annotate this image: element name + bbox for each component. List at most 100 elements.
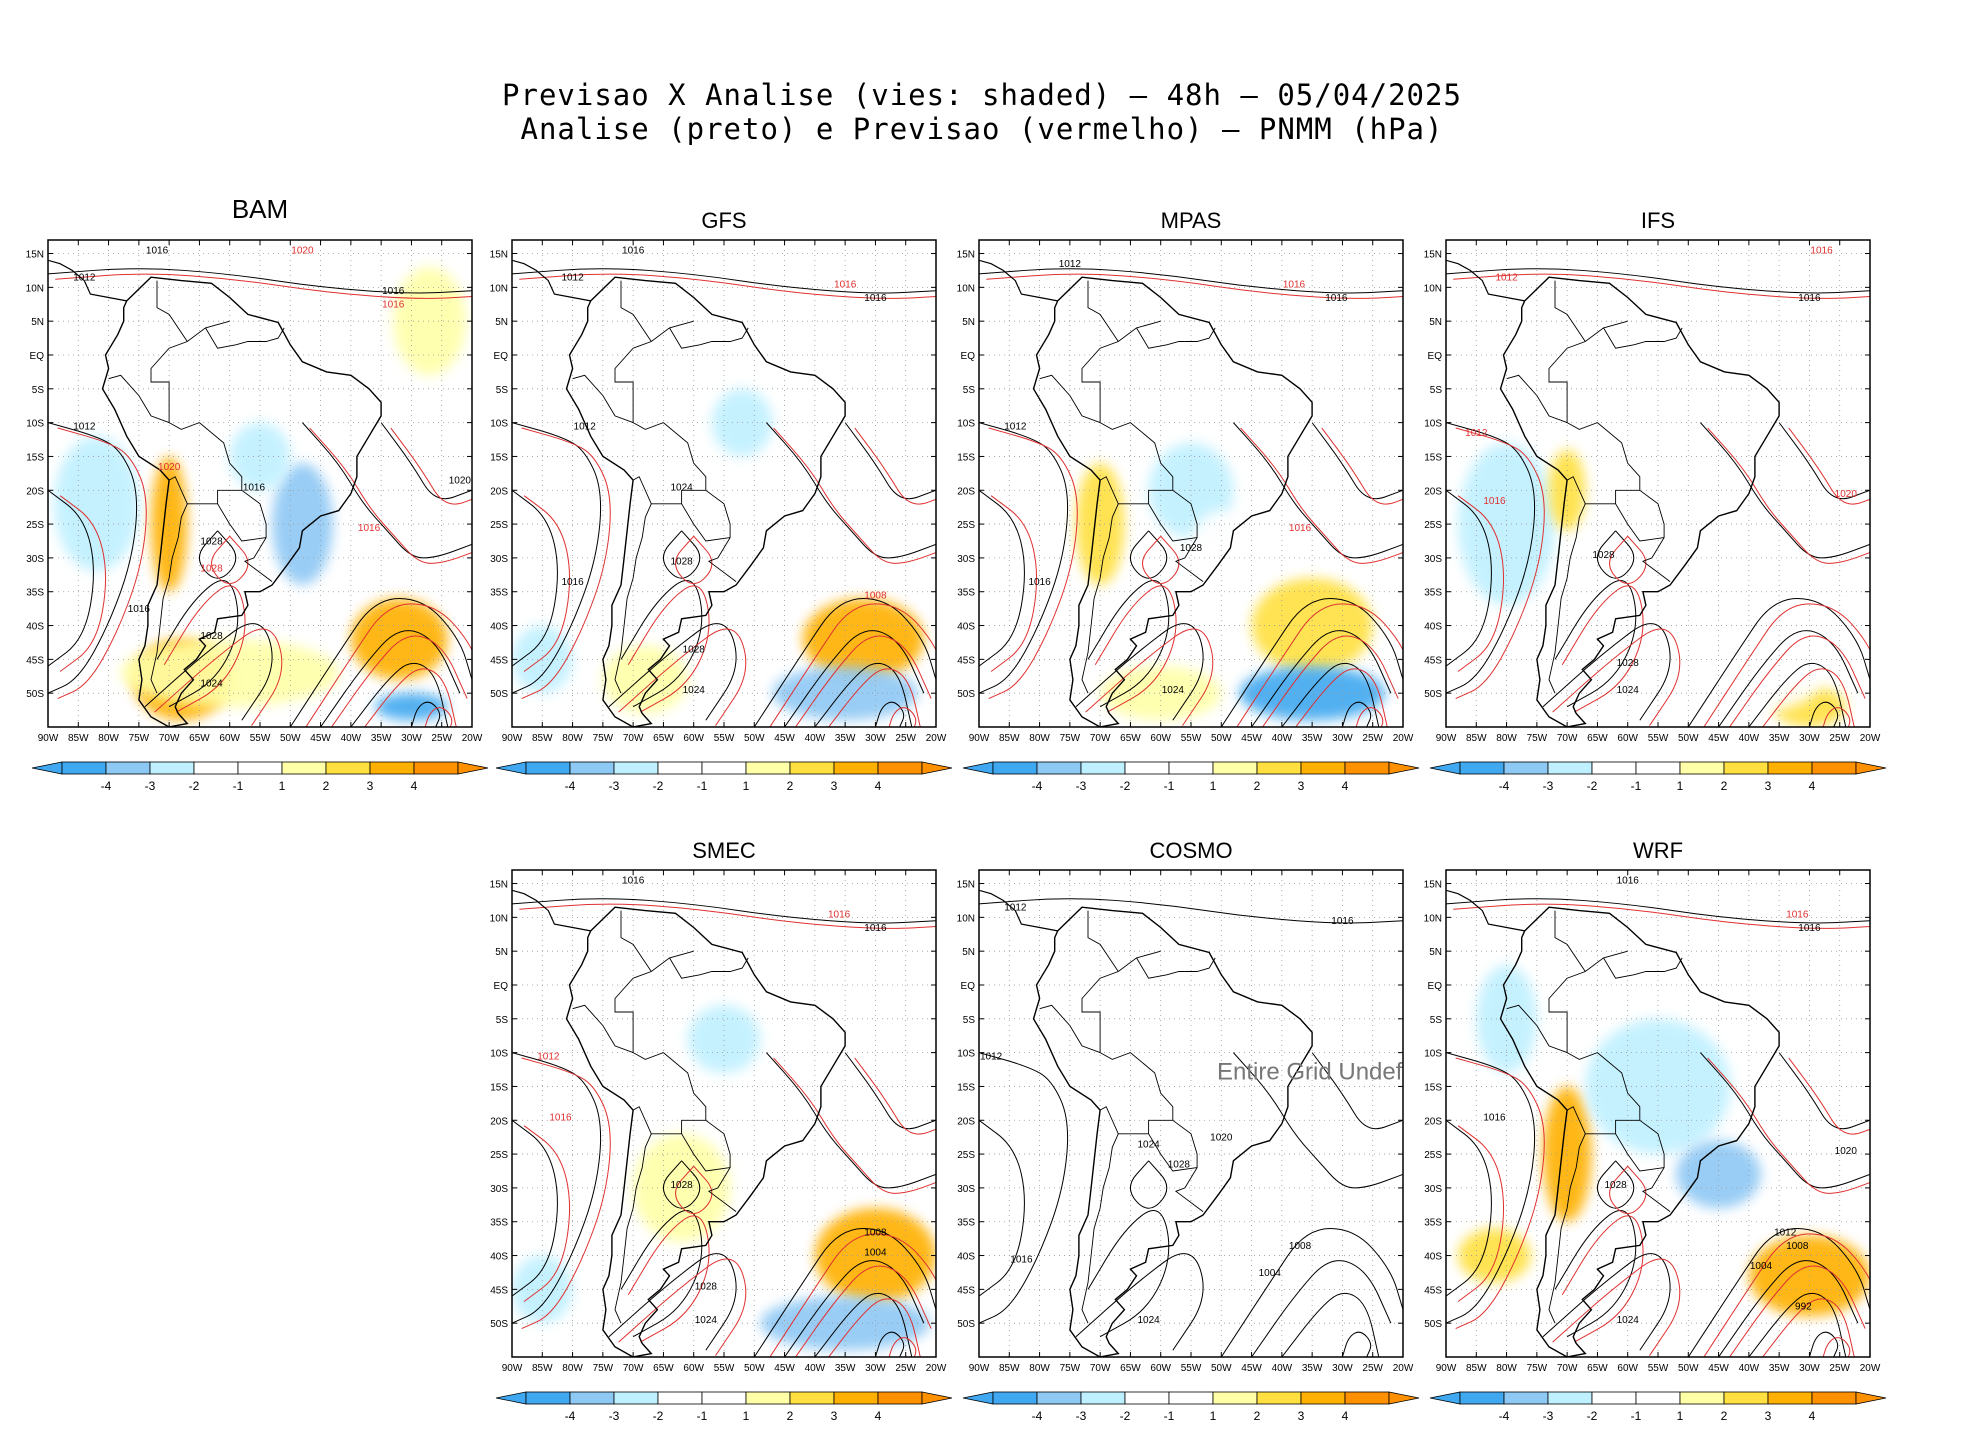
colorbar-gfs: -4 -3 -2 -1 1 2 3 4 <box>496 762 952 790</box>
colorbar-label: -1 <box>233 779 244 790</box>
colorbar-mpas: -4 -3 -2 -1 1 2 3 4 <box>963 762 1419 790</box>
lon-tick-label: 60W <box>1150 733 1171 744</box>
lon-tick-label: 85W <box>999 1363 1020 1374</box>
colorbar-segment <box>1460 1392 1504 1404</box>
contour-label: 1016 <box>1028 577 1051 588</box>
lat-tick-label: 25S <box>26 520 44 531</box>
lon-tick-label: 25W <box>1362 733 1383 744</box>
lon-tick-label: 50W <box>1211 1363 1232 1374</box>
panel-title-smec: SMEC <box>692 838 756 863</box>
lat-tick-label: 15N <box>26 250 44 261</box>
contour-label: 1024 <box>695 1315 718 1326</box>
colorbar-label: -2 <box>1120 1409 1131 1420</box>
lat-tick-label: 15S <box>1424 1082 1442 1093</box>
lat-tick-label: 30S <box>957 1184 975 1195</box>
lat-tick-label: 50S <box>957 689 975 700</box>
colorbar-label: 3 <box>367 779 374 790</box>
colorbar-segment <box>878 762 922 774</box>
contour-label: 1016 <box>864 923 887 934</box>
lon-tick-label: 90W <box>1436 733 1457 744</box>
contour-label: 1016 <box>622 876 645 887</box>
contour-label: 1024 <box>200 678 223 689</box>
colorbar-segment <box>1724 1392 1768 1404</box>
lon-tick-label: 40W <box>341 733 362 744</box>
contour-label: 1024 <box>1162 685 1185 696</box>
lon-tick-label: 45W <box>310 733 331 744</box>
contour-label: 1016 <box>1331 916 1354 927</box>
contour-label: 1004 <box>864 1248 887 1259</box>
contour-label: 1016 <box>382 286 405 297</box>
colorbar-segment <box>1301 762 1345 774</box>
lat-tick-label: 25S <box>490 1150 508 1161</box>
colorbar-segment <box>614 1392 658 1404</box>
lon-tick-label: 70W <box>1557 733 1578 744</box>
lon-tick-label: 90W <box>38 733 59 744</box>
contour-label: 1024 <box>1617 685 1640 696</box>
lat-tick-label: 5N <box>495 947 508 958</box>
lon-tick-label: 55W <box>250 733 271 744</box>
lon-tick-label: 30W <box>401 733 422 744</box>
lon-tick-label: 80W <box>1029 1363 1050 1374</box>
colorbar-label: 2 <box>1254 779 1261 790</box>
contour-label: 1028 <box>695 1281 718 1292</box>
lat-tick-label: 20S <box>490 486 508 497</box>
lon-tick-label: 55W <box>1181 733 1202 744</box>
colorbar-label: -1 <box>1164 1409 1175 1420</box>
lon-tick-label: 25W <box>1829 1363 1850 1374</box>
colorbar-segment <box>790 1392 834 1404</box>
colorbar-segment <box>1680 762 1724 774</box>
lon-tick-label: 50W <box>1678 733 1699 744</box>
lat-tick-label: 5N <box>1429 947 1442 958</box>
contour-label: 1028 <box>670 557 693 568</box>
lat-tick-label: 10N <box>490 913 508 924</box>
contour-label: 1020 <box>158 462 181 473</box>
lon-tick-label: 35W <box>1769 1363 1790 1374</box>
contour-label: 1016 <box>1798 293 1821 304</box>
colorbar-label: 1 <box>279 779 286 790</box>
colorbar-label: -1 <box>697 779 708 790</box>
colorbar-segment <box>1257 1392 1301 1404</box>
lon-tick-label: 40W <box>805 1363 826 1374</box>
colorbar-label: -1 <box>1631 1409 1642 1420</box>
colorbar-segment <box>1213 762 1257 774</box>
colorbar-segment <box>834 762 878 774</box>
lon-tick-label: 50W <box>280 733 301 744</box>
lat-tick-label: 45S <box>490 1285 508 1296</box>
lat-tick-label: 30S <box>490 1184 508 1195</box>
contour-label: 1024 <box>683 685 706 696</box>
colorbar-segment <box>194 762 238 774</box>
panel-wrf: WRF1020101610161016101610281012100810049… <box>1402 820 1892 1420</box>
lon-tick-label: 25W <box>1829 733 1850 744</box>
lat-tick-label: 15S <box>957 1082 975 1093</box>
lon-tick-label: 25W <box>1362 1363 1383 1374</box>
lon-tick-label: 30W <box>1332 733 1353 744</box>
colorbar-label: -3 <box>609 1409 620 1420</box>
colorbar-label: -1 <box>697 1409 708 1420</box>
colorbar-segment <box>790 762 834 774</box>
lon-tick-label: 40W <box>1272 733 1293 744</box>
contour-label: 1016 <box>1283 279 1306 290</box>
lon-tick-label: 35W <box>835 1363 856 1374</box>
lon-tick-label: 60W <box>219 733 240 744</box>
contour-label: 1020 <box>1210 1133 1233 1144</box>
lat-tick-label: 10N <box>957 283 975 294</box>
colorbar-label: -3 <box>1543 779 1554 790</box>
colorbar-label: -4 <box>1032 1409 1043 1420</box>
colorbar-label: 1 <box>743 1409 750 1420</box>
colorbar-cosmo: -4 -3 -2 -1 1 2 3 4 <box>963 1392 1419 1420</box>
lat-tick-label: 35S <box>26 588 44 599</box>
colorbar-label: -3 <box>145 779 156 790</box>
lon-tick-label: 45W <box>774 733 795 744</box>
colorbar-label: -2 <box>653 1409 664 1420</box>
lat-tick-label: 25S <box>1424 520 1442 531</box>
lon-tick-label: 45W <box>1708 733 1729 744</box>
lat-tick-label: EQ <box>961 981 976 992</box>
lon-tick-label: 65W <box>1120 733 1141 744</box>
bias-blob <box>1458 1228 1531 1282</box>
lat-tick-label: 25S <box>490 520 508 531</box>
contour-label: 1024 <box>1617 1315 1640 1326</box>
lon-tick-label: 65W <box>1587 733 1608 744</box>
lon-tick-label: 40W <box>805 733 826 744</box>
contour-label: 1008 <box>864 1227 887 1238</box>
colorbar-label: -2 <box>1587 779 1598 790</box>
